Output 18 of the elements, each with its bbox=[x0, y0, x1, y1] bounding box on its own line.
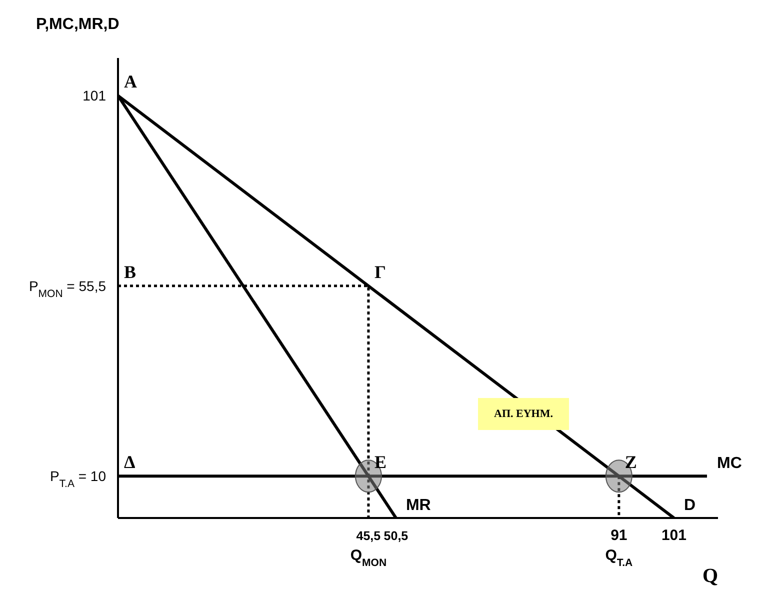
annotation: ΑΠ. ΕΥΗΜ. bbox=[494, 408, 553, 420]
x-tick-label: 101 bbox=[661, 527, 686, 544]
x-axis-title: Q bbox=[702, 565, 718, 588]
annotation: A bbox=[124, 72, 137, 92]
series-label: MC bbox=[716, 455, 742, 472]
y-axis-title: P,MC,MR,D bbox=[36, 16, 120, 34]
annotation: Γ bbox=[374, 262, 386, 282]
x-tick-label: 50,5 bbox=[384, 529, 408, 543]
annotation: Δ bbox=[124, 452, 136, 472]
y-tick-label: 101 bbox=[82, 88, 106, 104]
series-label: MR bbox=[406, 497, 432, 514]
annotation: B bbox=[124, 262, 136, 282]
y-tick-label: P$_{MON}$ = 55,5 bbox=[28, 278, 106, 300]
series-label: D bbox=[684, 497, 696, 514]
annotation: E bbox=[374, 452, 386, 472]
annotation: Z bbox=[624, 452, 637, 472]
x-tick-label: 91 Q$_{T.A}$ bbox=[605, 527, 634, 569]
y-tick-label: P$_{T.A}$ = 10 bbox=[50, 468, 106, 490]
